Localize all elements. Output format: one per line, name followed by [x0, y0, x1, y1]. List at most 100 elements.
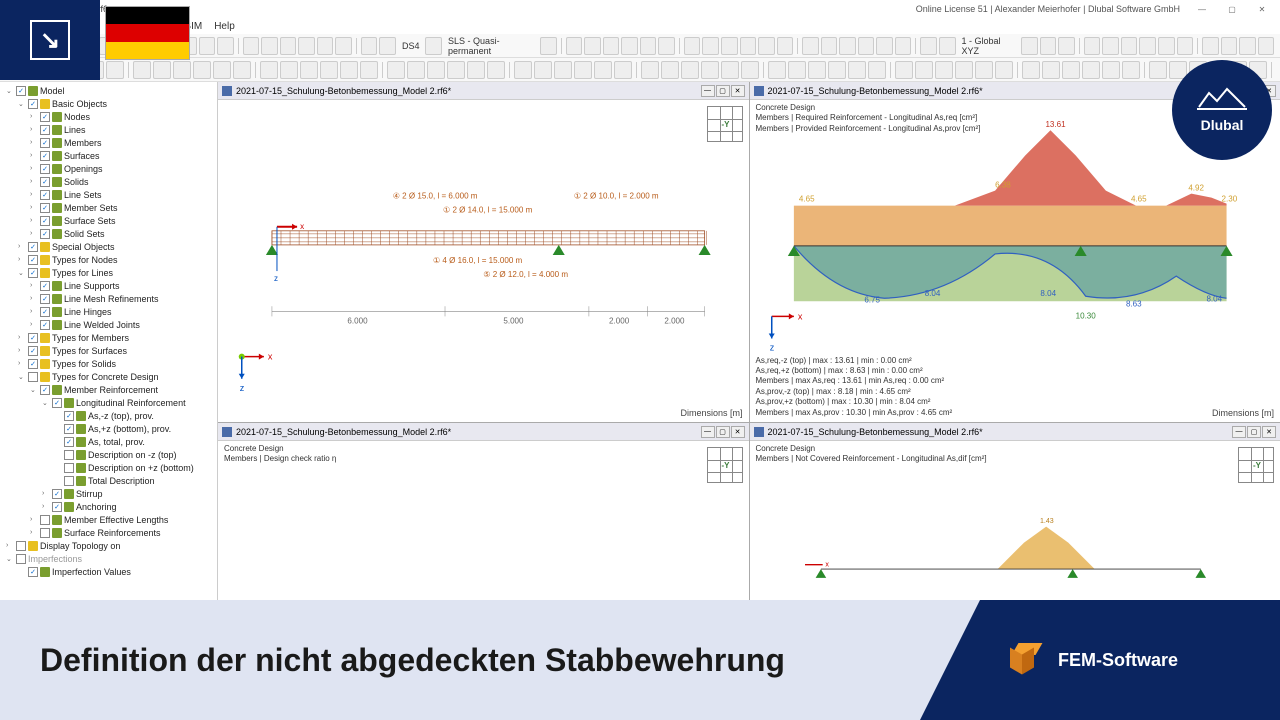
toolbar-button[interactable] — [1149, 61, 1167, 79]
toolbar-button[interactable] — [1022, 61, 1040, 79]
tree-item[interactable]: ›✓Types for Members — [2, 331, 215, 344]
toolbar-button[interactable] — [317, 37, 334, 55]
toolbar-button[interactable] — [777, 37, 794, 55]
toolbar-button[interactable] — [858, 37, 875, 55]
tree-item[interactable]: ›✓Stirrup — [2, 487, 215, 500]
toolbar-button[interactable] — [447, 61, 465, 79]
toolbar-button[interactable] — [741, 61, 759, 79]
toolbar-button[interactable] — [260, 61, 278, 79]
toolbar-button[interactable] — [1084, 37, 1101, 55]
tree-item[interactable]: ›✓Member Sets — [2, 201, 215, 214]
toolbar-button[interactable] — [895, 37, 912, 55]
toolbar-button[interactable] — [361, 37, 378, 55]
toolbar-button[interactable] — [213, 61, 231, 79]
tree-item[interactable]: ›✓Line Supports — [2, 279, 215, 292]
toolbar-button[interactable] — [658, 37, 675, 55]
tree-item[interactable]: ›✓Nodes — [2, 110, 215, 123]
toolbar-button[interactable] — [915, 61, 933, 79]
tree-item[interactable]: ›✓Members — [2, 136, 215, 149]
tree-item[interactable]: ›✓Line Welded Joints — [2, 318, 215, 331]
tree-item[interactable]: Total Description — [2, 474, 215, 487]
toolbar-button[interactable] — [621, 37, 638, 55]
toolbar-button[interactable] — [702, 37, 719, 55]
toolbar-button[interactable] — [758, 37, 775, 55]
toolbar-button[interactable] — [261, 37, 278, 55]
tree-item[interactable]: ›✓Anchoring — [2, 500, 215, 513]
toolbar-button[interactable] — [574, 61, 592, 79]
toolbar-button[interactable] — [233, 61, 251, 79]
toolbar-button[interactable] — [298, 37, 315, 55]
vbtn-close[interactable]: ✕ — [731, 85, 745, 97]
toolbar-button[interactable] — [701, 61, 719, 79]
toolbar-button[interactable] — [868, 61, 886, 79]
tree-item[interactable]: ⌄✓Types for Lines — [2, 266, 215, 279]
toolbar-button[interactable] — [721, 61, 739, 79]
tree-item[interactable]: ✓As,+z (bottom), prov. — [2, 422, 215, 435]
toolbar-button[interactable] — [839, 37, 856, 55]
toolbar-button[interactable] — [614, 61, 632, 79]
tree-item[interactable]: ›Display Topology on — [2, 539, 215, 552]
tree-item[interactable]: ›✓Line Mesh Refinements — [2, 292, 215, 305]
min-btn[interactable]: — — [1188, 2, 1216, 16]
toolbar-button[interactable] — [217, 37, 234, 55]
tree-item[interactable]: ›✓Line Hinges — [2, 305, 215, 318]
toolbar-button[interactable] — [335, 37, 352, 55]
view-orientation-icon[interactable]: -Y — [707, 106, 743, 142]
toolbar-button[interactable] — [955, 61, 973, 79]
toolbar-button[interactable] — [821, 37, 838, 55]
toolbar-button[interactable] — [554, 61, 572, 79]
tree-item[interactable]: ⌄✓Member Reinforcement — [2, 383, 215, 396]
toolbar-button[interactable] — [467, 61, 485, 79]
toolbar-button[interactable] — [1221, 37, 1238, 55]
vbtn-min[interactable]: — — [701, 85, 715, 97]
navigator-tree[interactable]: ⌄✓Model⌄✓Basic Objects›✓Nodes›✓Lines›✓Me… — [0, 82, 218, 600]
toolbar-button[interactable] — [975, 61, 993, 79]
toolbar-button[interactable] — [1040, 37, 1057, 55]
toolbar-button[interactable] — [1158, 37, 1175, 55]
toolbar-button[interactable] — [1102, 61, 1120, 79]
toolbar-button[interactable] — [1102, 37, 1119, 55]
toolbar-button[interactable] — [1177, 37, 1194, 55]
tree-item[interactable]: ›✓Solid Sets — [2, 227, 215, 240]
toolbar-button[interactable] — [425, 37, 442, 55]
tree-item[interactable]: ✓As,-z (top), prov. — [2, 409, 215, 422]
tree-item[interactable]: ›✓Openings — [2, 162, 215, 175]
tree-item[interactable]: ›✓Line Sets — [2, 188, 215, 201]
toolbar-button[interactable] — [995, 61, 1013, 79]
tree-item[interactable]: ›✓Types for Nodes — [2, 253, 215, 266]
toolbar-button[interactable] — [681, 61, 699, 79]
tree-item[interactable]: ›✓Types for Surfaces — [2, 344, 215, 357]
tree-item[interactable]: ›✓Surfaces — [2, 149, 215, 162]
tree-item[interactable]: ⌄✓Model — [2, 84, 215, 97]
toolbar-button[interactable] — [802, 37, 819, 55]
toolbar-button[interactable] — [1202, 37, 1219, 55]
toolbar-button[interactable] — [920, 37, 937, 55]
tree-item[interactable]: ›✓Lines — [2, 123, 215, 136]
toolbar-button[interactable] — [661, 61, 679, 79]
toolbar-button[interactable] — [1258, 37, 1275, 55]
toolbar-button[interactable] — [514, 61, 532, 79]
toolbar-button[interactable] — [1121, 37, 1138, 55]
toolbar-button[interactable] — [641, 61, 659, 79]
toolbar-button[interactable] — [379, 37, 396, 55]
tree-item[interactable]: ⌄✓Basic Objects — [2, 97, 215, 110]
toolbar-button[interactable] — [876, 37, 893, 55]
toolbar-button[interactable] — [487, 61, 505, 79]
max-btn[interactable]: ▢ — [1218, 2, 1246, 16]
toolbar-button[interactable] — [1082, 61, 1100, 79]
toolbar-button[interactable] — [243, 37, 260, 55]
tree-item[interactable]: ›✓Special Objects — [2, 240, 215, 253]
tree-item[interactable]: ⌄Imperfections — [2, 552, 215, 565]
toolbar-button[interactable] — [684, 37, 701, 55]
tree-item[interactable]: ⌄✓Longitudinal Reinforcement — [2, 396, 215, 409]
toolbar-button[interactable] — [788, 61, 806, 79]
toolbar-button[interactable] — [939, 37, 956, 55]
toolbar-button[interactable] — [427, 61, 445, 79]
tree-item[interactable]: ✓Imperfection Values — [2, 565, 215, 578]
tree-item[interactable]: ›Member Effective Lengths — [2, 513, 215, 526]
toolbar-button[interactable] — [280, 37, 297, 55]
toolbar-button[interactable] — [895, 61, 913, 79]
tree-item[interactable]: Description on +z (bottom) — [2, 461, 215, 474]
tree-item[interactable]: ›✓Types for Solids — [2, 357, 215, 370]
toolbar-button[interactable] — [340, 61, 358, 79]
